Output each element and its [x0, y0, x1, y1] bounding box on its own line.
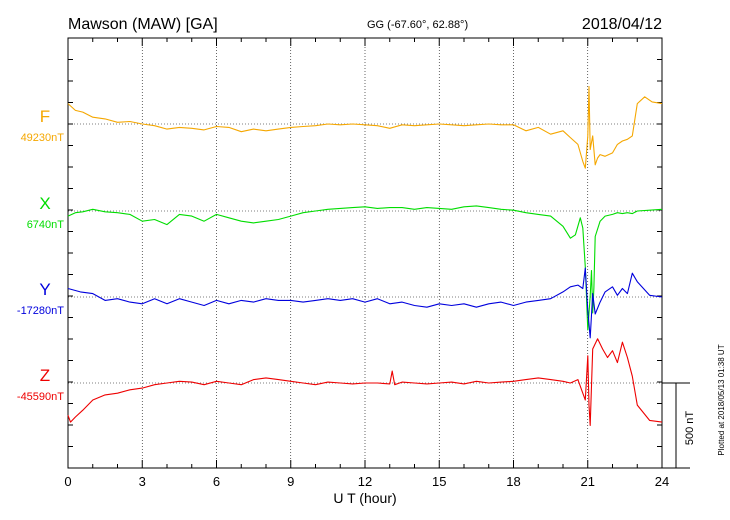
x-tick-label: 21	[581, 474, 595, 489]
baseline-value-f: 49230nT	[21, 132, 65, 144]
x-tick-label: 0	[64, 474, 71, 489]
series-lines	[67, 86, 663, 427]
plotted-timestamp: Plotted at 2018/05/13 01:38 UT	[717, 344, 726, 455]
component-name-x: X	[39, 194, 50, 213]
x-tick-labels: 0 3 6 9 12 15 18 21 24	[64, 474, 669, 489]
baseline-value-y: -17280nT	[17, 305, 64, 317]
component-labels: F 49230nT X 6740nT Y -17280nT Z -45590nT	[17, 107, 64, 403]
series-line-f	[67, 86, 663, 169]
baseline-value-z: -45590nT	[17, 391, 64, 403]
plot-frame	[67, 37, 663, 469]
date-label: 2018/04/12	[582, 16, 662, 33]
scale-bar: 500 nT	[662, 382, 696, 469]
x-tick-label: 15	[432, 474, 446, 489]
series-line-z	[67, 338, 663, 427]
station-title: Mawson (MAW) [GA]	[68, 16, 218, 33]
grid-lines	[68, 38, 662, 468]
baseline-value-x: 6740nT	[27, 219, 65, 231]
scale-bar-label: 500 nT	[684, 411, 696, 446]
component-name-y: Y	[39, 280, 50, 299]
component-name-z: Z	[40, 366, 50, 385]
coordinates-label: GG (-67.60°, 62.88°)	[367, 19, 468, 31]
series-line-y	[67, 267, 663, 339]
x-tick-label: 6	[213, 474, 220, 489]
component-name-f: F	[40, 107, 50, 126]
x-tick-label: 24	[655, 474, 669, 489]
x-tick-label: 9	[287, 474, 294, 489]
x-axis-label: U T (hour)	[333, 490, 396, 506]
x-tick-label: 3	[139, 474, 146, 489]
x-tick-label: 18	[506, 474, 520, 489]
x-tick-label: 12	[358, 474, 372, 489]
series-line-x	[67, 205, 663, 331]
axis-ticks	[67, 37, 663, 469]
